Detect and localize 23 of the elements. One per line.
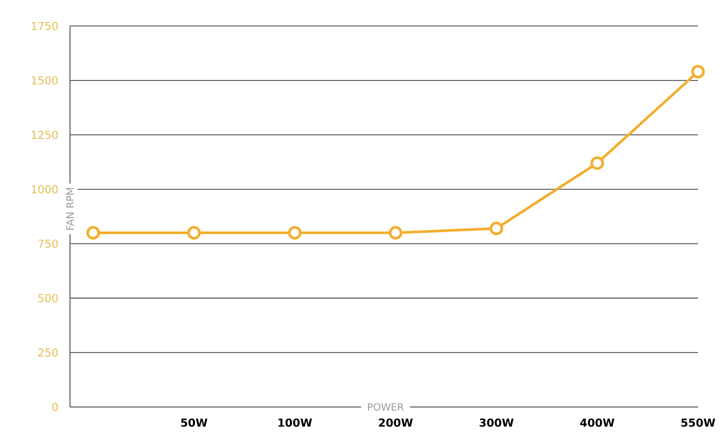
- point: [288, 226, 302, 240]
- x-tick-label: 550W: [681, 418, 716, 427]
- y-tick-label: 500: [38, 294, 58, 302]
- x-axis-title: POWER: [368, 403, 404, 411]
- point: [590, 156, 604, 170]
- y-tick-label: 250: [38, 348, 58, 357]
- y-tick-label: 750: [38, 240, 58, 248]
- point: [388, 226, 402, 240]
- y-tick-label: 1250: [32, 130, 58, 139]
- point: [86, 226, 100, 240]
- y-tick-label: 1500: [32, 76, 58, 85]
- x-tick-label: 400W: [580, 418, 614, 427]
- x-tick-label: 100W: [278, 418, 312, 427]
- y-tick-label: 0: [52, 402, 58, 412]
- y-axis-title: FAN RPM: [66, 188, 74, 230]
- y-tick-label: 1750: [32, 22, 58, 30]
- point: [187, 226, 201, 240]
- point: [490, 222, 504, 236]
- x-tick-label: 50W: [181, 418, 208, 427]
- point: [691, 64, 705, 78]
- x-tick-label: 300W: [480, 418, 514, 427]
- y-tick-label: 1000: [32, 185, 58, 194]
- x-tick-label: 200W: [378, 418, 413, 427]
